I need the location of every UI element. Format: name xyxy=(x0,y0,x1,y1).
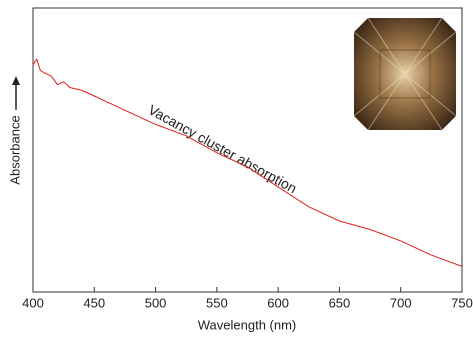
x-tick-label: 450 xyxy=(83,295,105,310)
x-tick-label: 700 xyxy=(390,295,412,310)
x-axis-label: Wavelength (nm) xyxy=(198,317,297,332)
y-arrow xyxy=(12,76,20,110)
x-tick-label: 750 xyxy=(451,295,473,310)
x-tick-label: 600 xyxy=(267,295,289,310)
annotation: Vacancy cluster absorption xyxy=(146,101,300,196)
y-axis-label: Absorbance xyxy=(7,115,22,184)
x-tick-label: 500 xyxy=(145,295,167,310)
gem-image xyxy=(353,17,457,131)
x-tick-label: 400 xyxy=(22,295,44,310)
spectrum-line xyxy=(32,57,463,267)
x-tick-label: 550 xyxy=(206,295,228,310)
plot-frame xyxy=(32,7,463,293)
x-tick-label: 650 xyxy=(329,295,351,310)
